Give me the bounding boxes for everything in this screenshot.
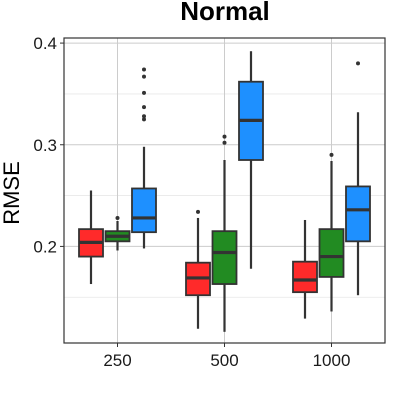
- box-plot: [238, 51, 264, 269]
- box-plot: [318, 152, 345, 312]
- axis-ticks: 0.2 0.3 0.4 250 500 1000: [33, 34, 350, 370]
- box-body: [211, 230, 238, 285]
- outlier-point: [142, 117, 146, 122]
- box-plot: [292, 219, 318, 319]
- outlier-point: [115, 215, 120, 220]
- y-axis-label: RMSE: [0, 161, 24, 225]
- box-plot: [211, 134, 238, 332]
- outlier-point: [222, 134, 227, 139]
- box-body: [345, 185, 371, 243]
- y-tick-label: 0.2: [33, 237, 57, 256]
- outlier-point: [142, 90, 146, 95]
- outlier-point: [142, 105, 146, 110]
- box-plot: [78, 190, 104, 285]
- chart-title: Normal: [180, 0, 270, 26]
- box-series-layer: [78, 51, 371, 332]
- box-plot: [104, 215, 131, 251]
- outlier-point: [142, 67, 146, 72]
- outlier-point: [142, 74, 146, 79]
- box-plot: [131, 67, 157, 249]
- box-plot: [185, 209, 211, 329]
- x-tick-label: 250: [103, 351, 131, 370]
- outlier-point: [222, 140, 227, 145]
- y-tick-label: 0.3: [33, 136, 57, 155]
- box-body: [318, 228, 345, 278]
- x-tick-label: 500: [210, 351, 238, 370]
- outlier-point: [142, 114, 146, 119]
- box-body: [292, 260, 318, 294]
- outlier-point: [356, 61, 360, 66]
- box-plot: [345, 61, 371, 296]
- x-tick-label: 1000: [313, 351, 351, 370]
- box-body: [131, 187, 157, 234]
- y-tick-label: 0.4: [33, 34, 57, 53]
- outlier-point: [329, 152, 334, 157]
- outlier-point: [196, 209, 200, 214]
